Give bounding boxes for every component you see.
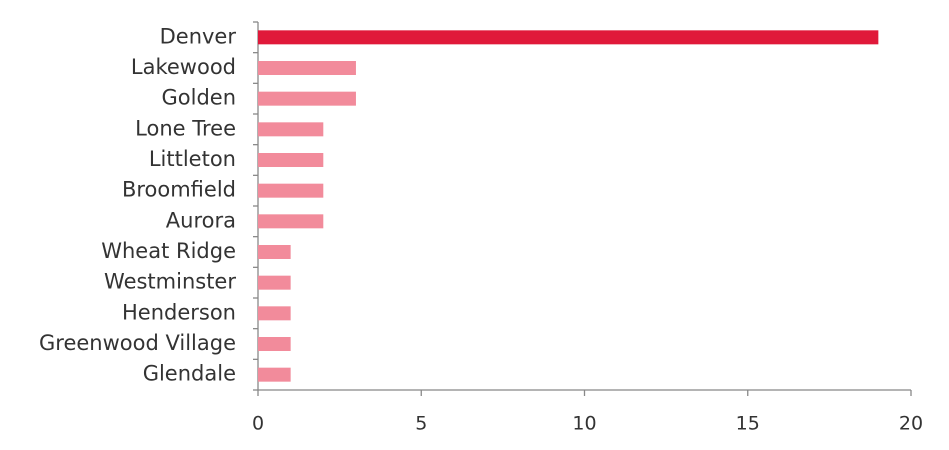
x-tick-label: 20: [899, 413, 923, 435]
bar: [258, 91, 356, 106]
bar: [258, 337, 291, 351]
bar: [258, 30, 879, 45]
category-label: Westminster: [104, 270, 236, 294]
bar: [258, 306, 291, 321]
category-label: Glendale: [143, 362, 236, 386]
category-label: Henderson: [122, 300, 236, 324]
bar: [258, 153, 324, 167]
category-label: Aurora: [166, 208, 236, 232]
x-tick-label: 15: [736, 413, 760, 435]
category-label: Littleton: [149, 147, 236, 171]
bar: [258, 183, 324, 198]
bar: [258, 245, 291, 259]
category-label: Broomfield: [122, 178, 236, 202]
bar: [258, 122, 324, 137]
x-tick-label: 0: [252, 413, 264, 435]
bar: [258, 214, 324, 229]
x-tick-label: 5: [415, 413, 427, 435]
category-label: Lakewood: [131, 55, 236, 79]
x-tick-label: 10: [572, 413, 596, 435]
category-label: Wheat Ridge: [101, 239, 236, 263]
category-label: Greenwood Village: [39, 331, 236, 355]
category-label: Lone Tree: [135, 116, 236, 140]
category-label: Denver: [160, 24, 237, 48]
bar: [258, 61, 356, 75]
bar: [258, 367, 291, 382]
bar: [258, 275, 291, 290]
category-label: Golden: [161, 86, 236, 110]
